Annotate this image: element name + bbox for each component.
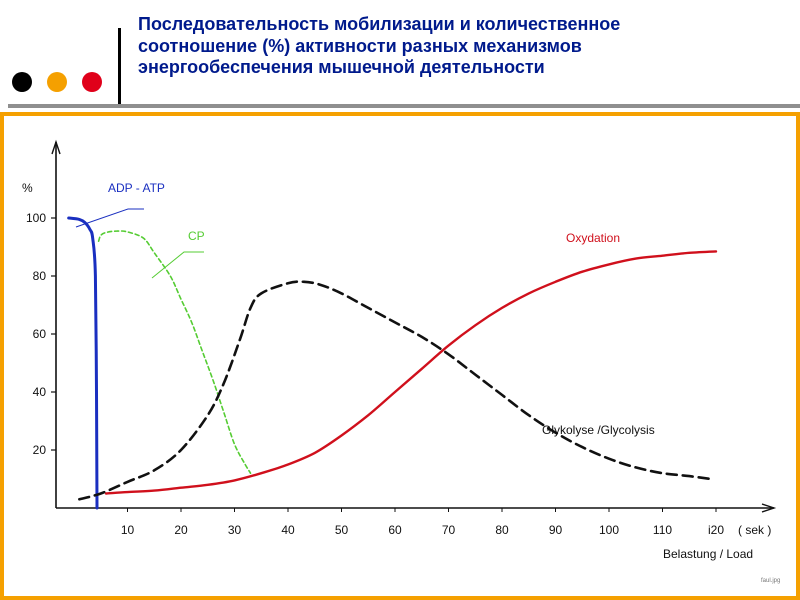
chart-series-labels: ADP - ATP CP Glykolyse /Glycolysis Oxydatio… <box>75 181 780 584</box>
x-axis-unit: ( sek ) <box>738 523 771 537</box>
label-adp-atp: ADP - ATP <box>108 181 165 195</box>
title-divider-horizontal <box>8 104 800 108</box>
y-tick-label: 100 <box>26 211 46 225</box>
x-tick-label: 10 <box>121 523 135 537</box>
x-tick-label: 110 <box>653 523 672 537</box>
x-tick-label: 20 <box>174 523 188 537</box>
x-tick-label: 100 <box>599 523 619 537</box>
x-axis-label: Belastung / Load <box>663 547 753 561</box>
chart-frame: % 20 40 60 80 100 10 20 30 40 50 60 70 80 90 100 110 i20 (… <box>0 112 800 600</box>
x-tick-label: 30 <box>228 523 242 537</box>
y-tick-label: 80 <box>33 269 47 283</box>
y-tick-label: 60 <box>33 327 47 341</box>
slide-title-line-1: Последовательность мобилизации и количес… <box>138 14 621 34</box>
chart-axes: % 20 40 60 80 100 10 20 30 40 50 60 70 80 90 100 110 i20 (… <box>22 139 777 561</box>
y-axis-label: % <box>22 181 33 195</box>
label-oxydation: Oxydation <box>566 231 620 245</box>
label-leader-line <box>151 251 204 279</box>
slide-title-line-3: энергообеспечения мышечной деятельности <box>138 57 545 77</box>
label-glycolysis: Glykolyse /Glycolysis <box>542 423 655 437</box>
series-glycolysis-line <box>78 280 712 501</box>
x-tick-label: 90 <box>549 523 563 537</box>
image-filename-note: faul.jpg <box>761 578 780 584</box>
x-tick-label: 70 <box>442 523 456 537</box>
y-axis-arrow-icon <box>51 139 61 155</box>
orange-dot <box>47 72 67 92</box>
x-tick-label: 60 <box>388 523 402 537</box>
slide-title: Последовательность мобилизации и количес… <box>138 14 778 79</box>
series-oxidation-line <box>104 250 718 495</box>
slide-title-line-2: соотношение (%) активности разных механи… <box>138 35 582 56</box>
series-cp-line <box>97 230 252 474</box>
decorative-dots <box>12 72 112 94</box>
energy-supply-chart: % 20 40 60 80 100 10 20 30 40 50 60 70 80 90 100 110 i20 (… <box>22 139 780 584</box>
y-tick-label: 40 <box>33 385 47 399</box>
x-axis-arrow-icon <box>761 503 777 513</box>
x-tick-label: 80 <box>495 523 509 537</box>
series-atp-line <box>67 216 99 510</box>
x-tick-label: 40 <box>281 523 295 537</box>
title-divider-vertical <box>118 28 121 104</box>
y-tick-label: 20 <box>33 443 47 457</box>
red-dot <box>82 72 102 92</box>
label-cp: CP <box>188 229 205 243</box>
black-dot <box>12 72 32 92</box>
chart-series <box>67 216 718 510</box>
label-leader-line <box>75 208 144 228</box>
x-tick-label: 50 <box>335 523 349 537</box>
x-tick-label: i20 <box>708 523 724 537</box>
